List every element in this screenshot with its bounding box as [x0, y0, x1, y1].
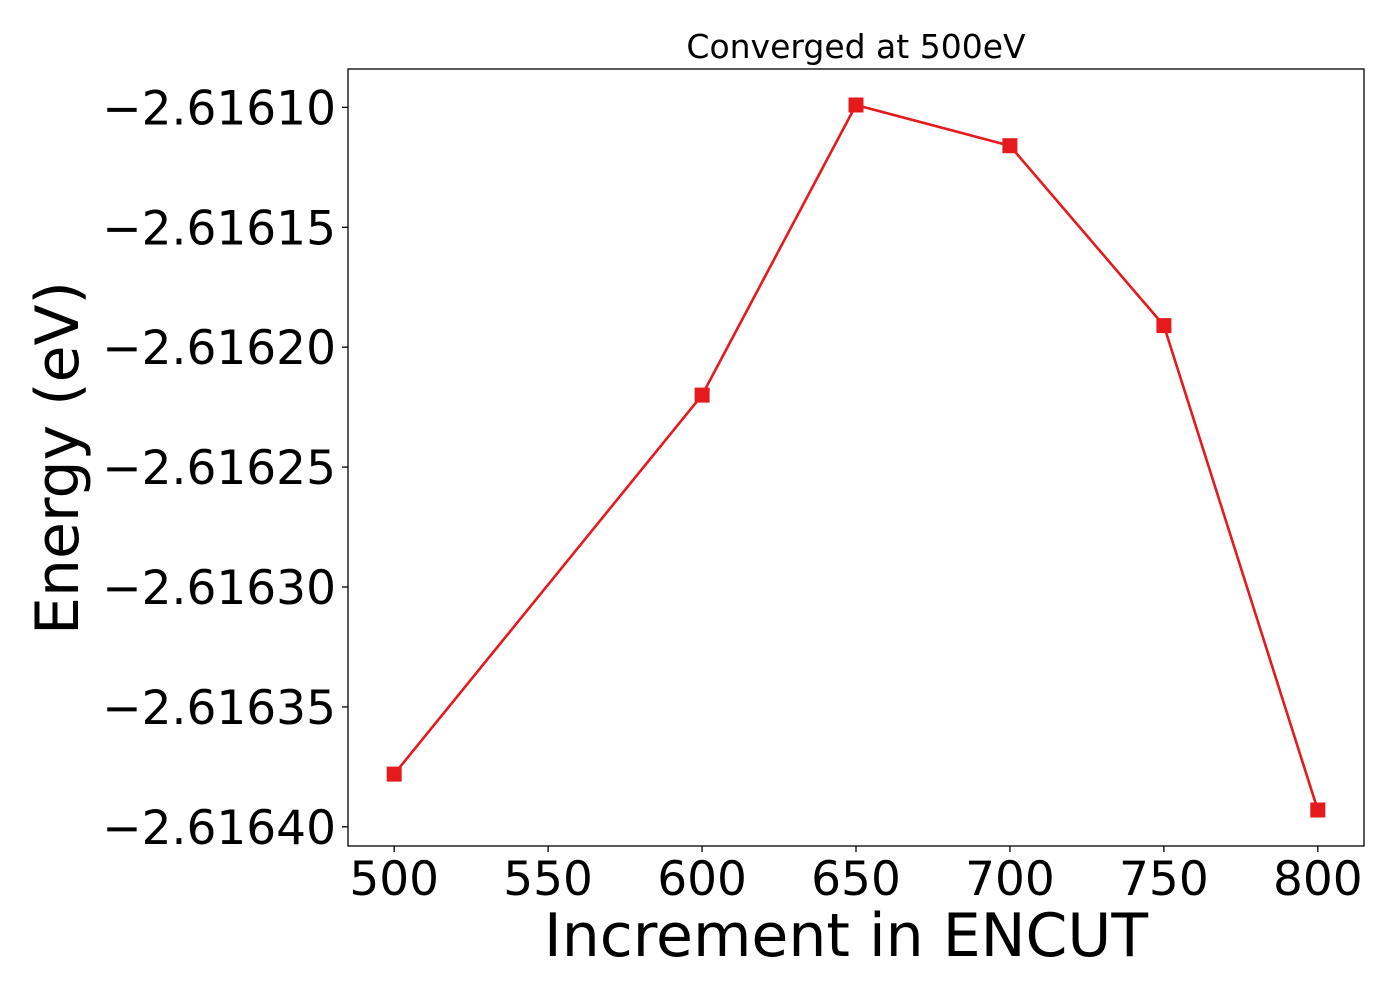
chart-title: Converged at 500eV: [686, 27, 1026, 66]
x-axis-ticks: 500 550 600 650 700 750 800: [349, 846, 1363, 907]
x-tick-label: 500: [349, 852, 439, 907]
y-tick-label: −2.61630: [102, 561, 336, 616]
y-tick-label: −2.61615: [102, 201, 336, 256]
series-line: [393, 103, 1320, 811]
series-layer: [386, 97, 1326, 818]
x-tick-label: 550: [503, 852, 593, 907]
data-point-marker: [1310, 802, 1326, 818]
x-tick-label: 650: [811, 852, 901, 907]
x-tick-label: 800: [1273, 852, 1363, 907]
y-axis-title: Energy (eV): [23, 281, 93, 635]
y-tick-label: −2.61640: [102, 801, 336, 856]
y-tick-label: −2.61610: [102, 81, 336, 136]
y-tick-label: −2.61625: [102, 441, 336, 496]
x-tick-label: 700: [965, 852, 1055, 907]
plot-frame: [347, 68, 1365, 847]
data-point-marker: [1156, 318, 1172, 334]
data-point-marker: [1002, 138, 1018, 154]
x-tick-label: 750: [1119, 852, 1209, 907]
y-tick-label: −2.61635: [102, 681, 336, 736]
data-point-marker: [848, 97, 864, 113]
data-point-marker: [386, 766, 402, 782]
x-tick-label: 600: [657, 852, 747, 907]
x-axis-title: Increment in ENCUT: [544, 901, 1148, 971]
data-point-marker: [694, 387, 710, 403]
y-axis-ticks: −2.61610 −2.61615 −2.61620 −2.61625 −2.61630…: [102, 81, 348, 856]
y-tick-label: −2.61620: [102, 321, 336, 376]
